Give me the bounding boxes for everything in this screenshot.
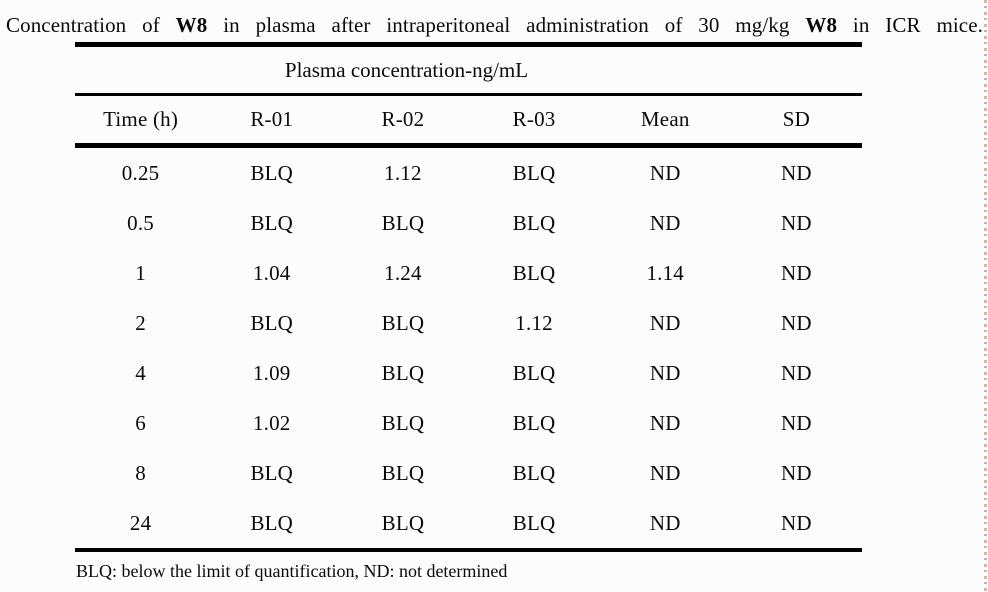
cell: BLQ (381, 360, 425, 385)
cell: BLQ (381, 310, 425, 335)
data-table: Plasma concentration-ng/mL Time (h) R-01 R… (75, 42, 862, 552)
spanner-header-label: Plasma concentration-ng/mL (284, 57, 529, 82)
cell: 1.24 (384, 260, 422, 285)
cell: 2 (135, 310, 146, 335)
cell: 1.04 (252, 260, 291, 285)
cell: BLQ (512, 460, 556, 485)
cell: ND (781, 360, 812, 385)
column-header: Mean (640, 107, 690, 131)
cell: BLQ (381, 210, 425, 235)
compound-name: W8 (175, 13, 208, 37)
cell: ND (649, 510, 681, 535)
cell: 1.12 (515, 310, 553, 335)
cell: 24 (129, 510, 152, 535)
cell: 4 (135, 360, 146, 385)
column-header: R-01 (250, 107, 294, 131)
cell: BLQ (512, 160, 556, 185)
cell: BLQ (250, 160, 294, 185)
spanner-header: Plasma concentration-ng/mL (75, 47, 862, 93)
cell: ND (781, 410, 812, 435)
scan-artifact-dotted-line (984, 0, 987, 592)
cell: BLQ (512, 510, 556, 535)
caption-text: Concentration of (6, 13, 176, 37)
cell: ND (649, 160, 681, 185)
cell: 0.25 (121, 160, 160, 185)
table-row: 0.5 BLQ BLQ BLQ ND ND (75, 198, 862, 248)
cell: BLQ (512, 410, 556, 435)
cell: 6 (135, 410, 146, 435)
table-row: 4 1.09 BLQ BLQ ND ND (75, 348, 862, 398)
table-row: 0.25 BLQ 1.12 BLQ ND ND (75, 148, 862, 198)
table-row: 6 1.02 BLQ BLQ ND ND (75, 398, 862, 448)
table-row: 24 BLQ BLQ BLQ ND ND (75, 498, 862, 548)
cell: ND (649, 210, 681, 235)
cell: ND (649, 360, 681, 385)
column-header: R-03 (512, 107, 556, 131)
cell: ND (781, 260, 812, 285)
cell: ND (649, 310, 681, 335)
cell: BLQ (250, 460, 294, 485)
spanner-rule (75, 93, 862, 96)
bottom-rule (75, 548, 862, 552)
cell: BLQ (381, 510, 425, 535)
cell: ND (781, 460, 812, 485)
cell: ND (649, 460, 681, 485)
cell: 8 (135, 460, 146, 485)
cell: ND (781, 510, 812, 535)
header-row: Time (h) R-01 R-02 R-03 Mean SD (75, 96, 862, 143)
cell: 0.5 (127, 210, 154, 235)
cell: BLQ (381, 410, 425, 435)
header-rule (75, 143, 862, 148)
cell: BLQ (512, 360, 556, 385)
column-header: SD (782, 107, 811, 131)
footnote: BLQ: below the limit of quantification, … (76, 561, 508, 581)
table-caption: Concentration of W8 in plasma after intr… (0, 0, 988, 41)
cell: BLQ (512, 260, 556, 285)
caption-text: in ICR mice. (837, 13, 984, 37)
cell: BLQ (250, 310, 294, 335)
cell: BLQ (250, 510, 294, 535)
cell: ND (781, 310, 812, 335)
top-rule (75, 42, 862, 47)
cell: 1.14 (646, 260, 685, 285)
table-row: 8 BLQ BLQ BLQ ND ND (75, 448, 862, 498)
cell: BLQ (250, 210, 294, 235)
cell: ND (649, 410, 681, 435)
compound-name: W8 (805, 13, 838, 37)
table-body: 0.25 BLQ 1.12 BLQ ND ND 0.5 BLQ BLQ BLQ ND ND 1 1.04 1… (75, 148, 862, 548)
caption-text: in plasma after intraperitoneal administ… (207, 13, 806, 37)
column-header: Time (h) (103, 107, 179, 131)
cell: 1 (135, 260, 146, 285)
cell: ND (781, 160, 812, 185)
table-row: 1 1.04 1.24 BLQ 1.14 ND (75, 248, 862, 298)
cell: BLQ (512, 210, 556, 235)
cell: 1.09 (252, 360, 291, 385)
table-row: 2 BLQ BLQ 1.12 ND ND (75, 298, 862, 348)
cell: 1.02 (252, 410, 291, 435)
cell: BLQ (381, 460, 425, 485)
cell: 1.12 (384, 160, 422, 185)
column-header: R-02 (381, 107, 425, 131)
cell: ND (781, 210, 812, 235)
